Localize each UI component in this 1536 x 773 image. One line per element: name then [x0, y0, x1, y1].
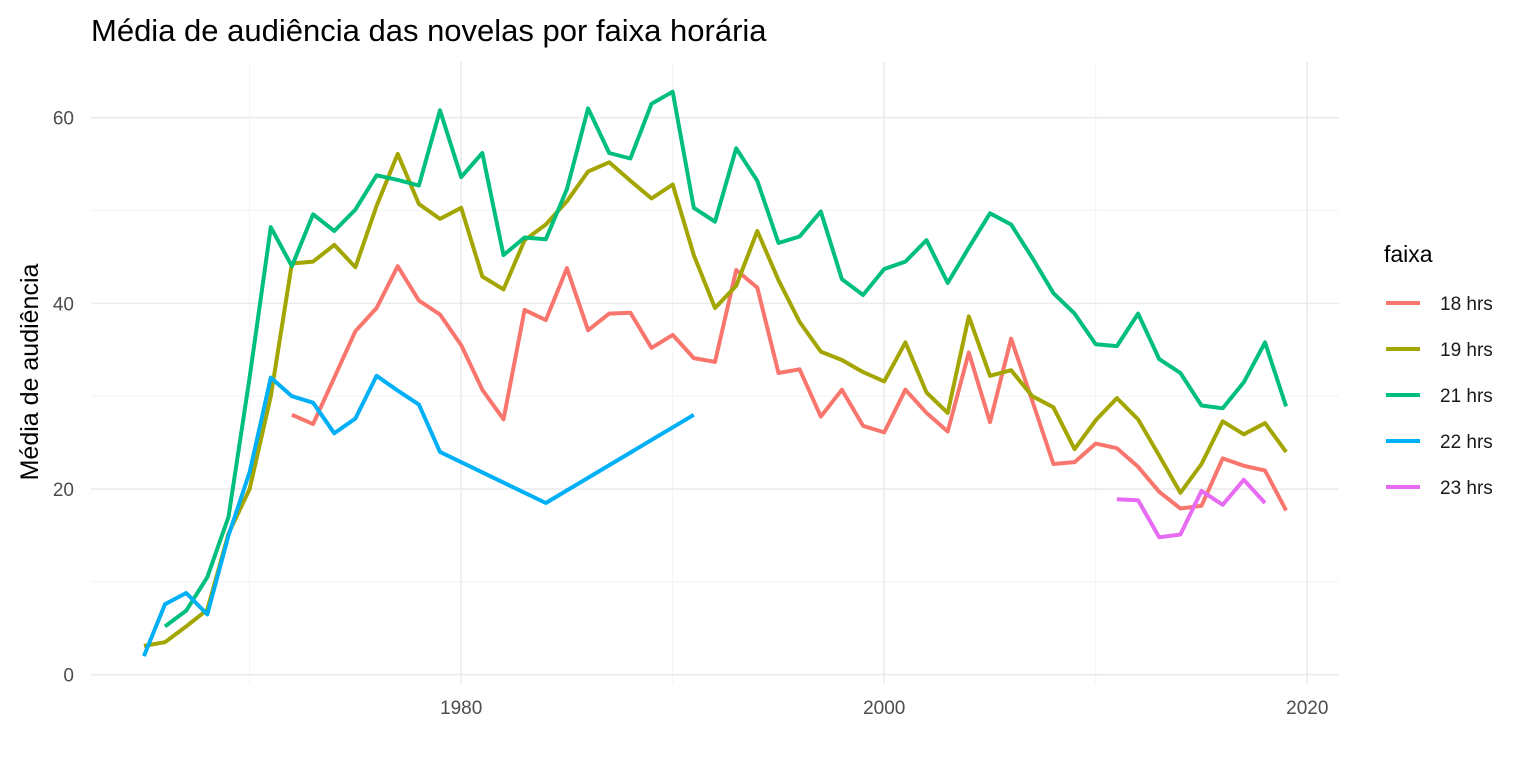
legend-label: 19 hrs — [1440, 340, 1493, 361]
x-tick-label: 1980 — [440, 698, 482, 719]
legend-items: 18 hrs 19 hrs 21 hrs 22 hrs 23 hrs — [1386, 294, 1493, 499]
y-tick-label: 60 — [53, 109, 74, 130]
legend-item-23-hrs: 23 hrs — [1386, 478, 1493, 499]
legend-label: 18 hrs — [1440, 294, 1493, 315]
legend-label: 21 hrs — [1440, 386, 1493, 407]
legend-title: faixa — [1384, 241, 1433, 267]
legend-label: 23 hrs — [1440, 478, 1493, 499]
y-tick-label: 40 — [53, 294, 74, 315]
minor-gridlines — [91, 62, 1339, 684]
legend-item-21-hrs: 21 hrs — [1386, 386, 1493, 407]
series-line-23-hrs — [1116, 477, 1267, 540]
legend-item-18-hrs: 18 hrs — [1386, 294, 1493, 315]
y-tick-label: 20 — [53, 480, 74, 501]
legend: faixa 18 hrs 19 hrs 21 hrs 22 hrs 23 hrs — [1384, 241, 1493, 499]
y-axis-ticks: 0 20 40 60 — [53, 109, 74, 687]
x-tick-label: 2000 — [863, 698, 905, 719]
x-axis-ticks: 1980 2000 2020 — [440, 698, 1328, 719]
series-line-18-hrs — [291, 264, 1288, 512]
x-tick-label: 2020 — [1286, 698, 1328, 719]
series-lines — [142, 89, 1288, 657]
series-line-21-hrs — [163, 89, 1288, 629]
y-tick-label: 0 — [63, 666, 74, 687]
major-gridlines — [91, 62, 1339, 684]
legend-item-19-hrs: 19 hrs — [1386, 340, 1493, 361]
series-line-19-hrs — [143, 151, 1288, 648]
series-line-22-hrs — [142, 373, 695, 657]
y-axis-title: Média de audiência — [16, 263, 44, 480]
chart-title: Média de audiência das novelas por faixa… — [91, 13, 767, 48]
legend-item-22-hrs: 22 hrs — [1386, 432, 1493, 453]
legend-label: 22 hrs — [1440, 432, 1493, 453]
